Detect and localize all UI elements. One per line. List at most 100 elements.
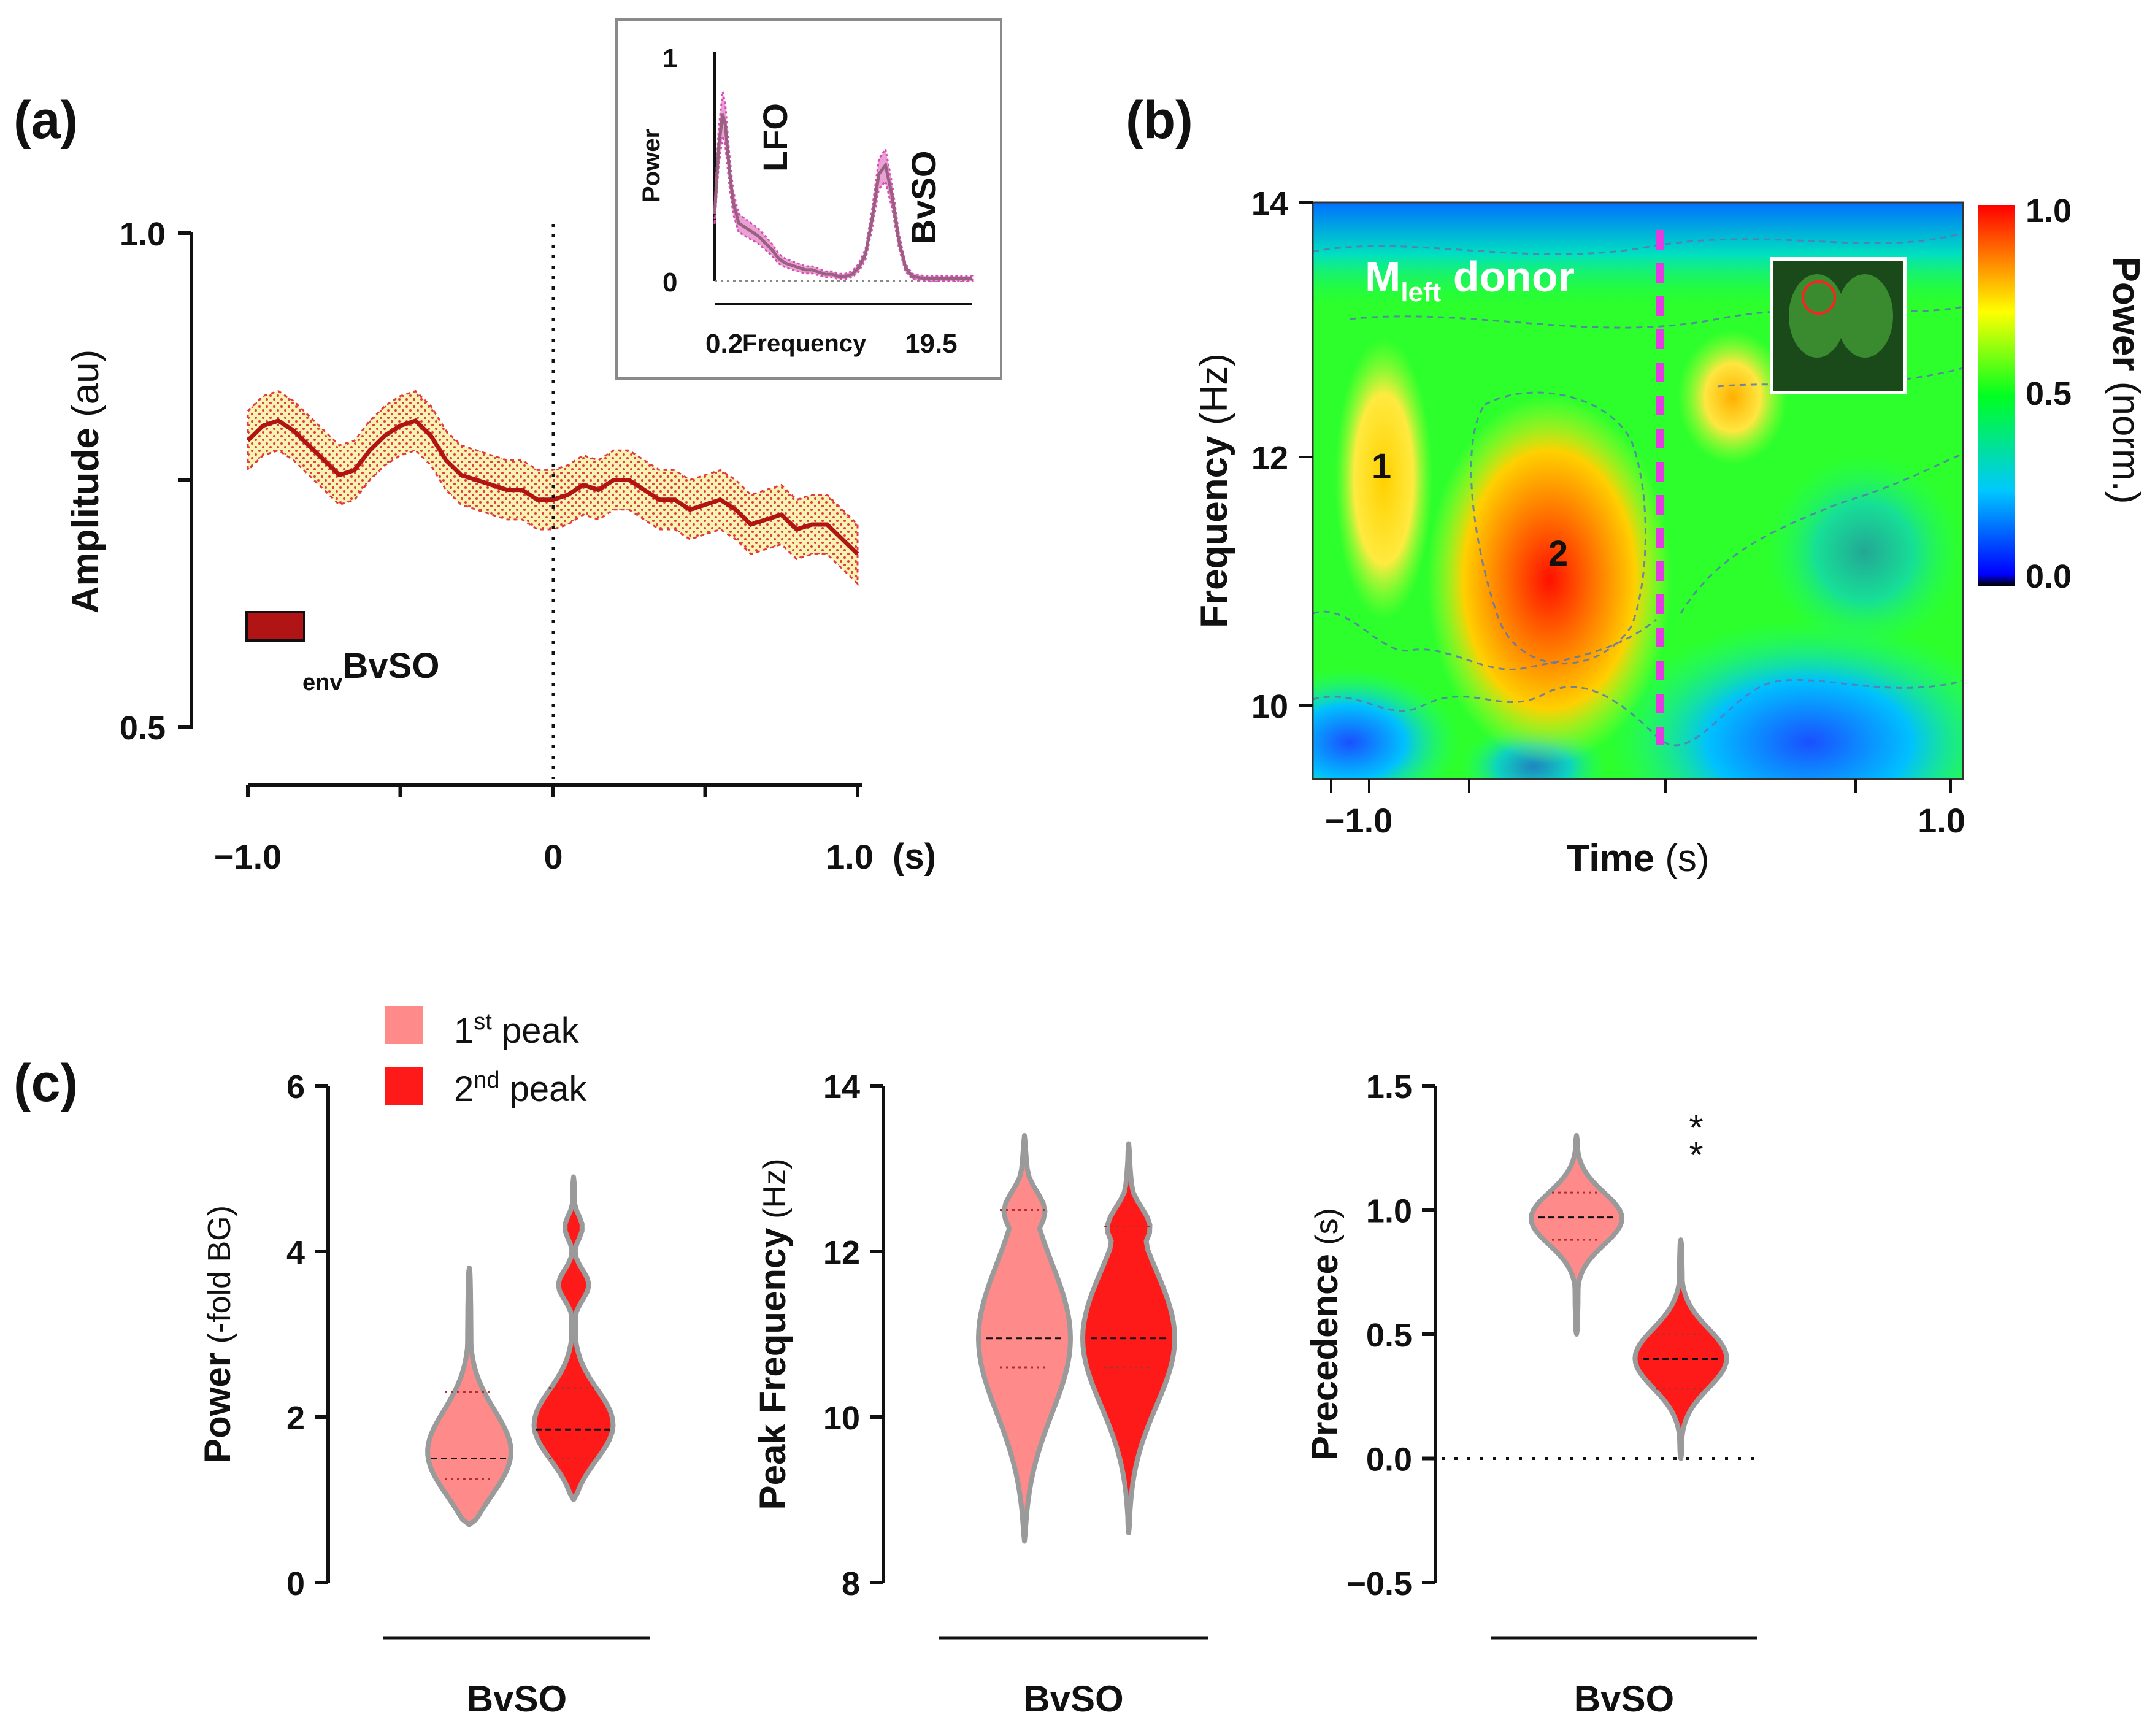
inset-y-tick-label-2: 0 bbox=[663, 267, 677, 298]
b-y-tick-label-3: 10 bbox=[1251, 688, 1288, 725]
a-x-tick-label-3: 1.0 bbox=[826, 837, 874, 876]
b-x-ticks bbox=[1330, 779, 1952, 793]
c3-y-label: Precedence (s) bbox=[1304, 1208, 1345, 1461]
inset-y-tick-label-1: 1 bbox=[663, 44, 677, 74]
c3-y-tick-label-0: 1.5 bbox=[1366, 1069, 1412, 1105]
a-x-unit: (s) bbox=[893, 837, 936, 877]
panel-b-heatmap: Mleft donor 1 2 14 12 10 −1.0 1.0 Time (… bbox=[1193, 185, 2147, 880]
c1-y-tick-label-3: 0 bbox=[286, 1565, 305, 1602]
b-x-tick-label-1: −1.0 bbox=[1325, 801, 1393, 840]
c-violin-panel-3: 1.5 1.0 0.5 0.0 −0.5 Precedence (s) BvSO ** bbox=[1304, 1069, 1757, 1719]
a-y-tick-label-1: 1.0 bbox=[120, 216, 166, 253]
b-y-tick-label-2: 12 bbox=[1251, 440, 1288, 477]
heatmap-peak-3 bbox=[1677, 329, 1788, 465]
c-legend-swatch-1 bbox=[385, 1006, 423, 1044]
c-legend-label-1: 1st peak bbox=[454, 1009, 580, 1051]
svg-text:Peak Frequency (Hz): Peak Frequency (Hz) bbox=[752, 1159, 793, 1510]
c3-y-tick-label-3: 0.0 bbox=[1366, 1442, 1412, 1478]
a-mean-line bbox=[246, 418, 859, 556]
c1-y-tick-label-1: 4 bbox=[286, 1234, 305, 1271]
a-y-tick-label-2: 0.5 bbox=[120, 710, 166, 747]
heatmap-low-right bbox=[1607, 620, 1963, 779]
c2-y-tick-label-3: 8 bbox=[842, 1565, 860, 1602]
c3-significance-2: * bbox=[1689, 1135, 1703, 1176]
inset-line bbox=[713, 113, 972, 280]
inset-band bbox=[713, 91, 974, 282]
inset-x-label: Frequency bbox=[742, 330, 867, 357]
inset-annotation-lfo: LFO bbox=[756, 103, 794, 172]
panel-label-c: (c) bbox=[13, 1054, 78, 1113]
b-x-label: Time (s) bbox=[1566, 837, 1709, 880]
heatmap-brain-roi-circle bbox=[1802, 280, 1836, 315]
svg-text:Frequency (Hz): Frequency (Hz) bbox=[1193, 353, 1235, 628]
svg-text:LFO: LFO bbox=[756, 103, 794, 172]
c-violin-panel-2: 14 12 10 8 Peak Frequency (Hz) BvSO bbox=[752, 1069, 1208, 1719]
inset-frame bbox=[615, 18, 1002, 380]
a-x-tick-label-1: −1.0 bbox=[214, 837, 282, 876]
c1-x-label: BvSO bbox=[467, 1678, 567, 1719]
c2-y-label: Peak Frequency (Hz) bbox=[752, 1159, 793, 1510]
inset-annotation-bvso: BvSO bbox=[904, 151, 943, 245]
heatmap-low-left bbox=[1313, 669, 1460, 779]
panel-label-b: (b) bbox=[1126, 91, 1193, 150]
c3-y-tick-label-1: 1.0 bbox=[1366, 1193, 1412, 1230]
a-y-label: Amplitude (au) bbox=[64, 350, 107, 614]
heatmap-frame bbox=[1312, 201, 1964, 780]
colorbar-label: Power (norm.) bbox=[2105, 256, 2147, 504]
c3-violin-2 bbox=[1632, 1237, 1729, 1461]
c2-y-tick-label-1: 12 bbox=[823, 1234, 860, 1271]
svg-text:Precedence (s): Precedence (s) bbox=[1304, 1208, 1345, 1461]
c-legend-label-2: 2nd peak bbox=[454, 1067, 587, 1109]
inset-x-tick-label-2: 19.5 bbox=[905, 329, 958, 359]
heatmap-brain-right bbox=[1837, 274, 1893, 358]
b-y-ticks bbox=[1299, 201, 1313, 707]
c1-y-tick-label-2: 2 bbox=[286, 1400, 305, 1437]
c1-y-tick-label-0: 6 bbox=[286, 1069, 305, 1105]
svg-text:Power (norm.): Power (norm.) bbox=[2105, 256, 2147, 504]
colorbar-tick-label-2: 0.5 bbox=[2026, 375, 2072, 412]
b-x-tick-label-2: 1.0 bbox=[1918, 801, 1965, 840]
colorbar-tick-label-1: 1.0 bbox=[2026, 193, 2072, 229]
c1-violin-1 bbox=[425, 1266, 513, 1527]
colorbar-tick-label-3: 0.0 bbox=[2026, 558, 2072, 595]
a-legend-swatch bbox=[245, 611, 305, 642]
heatmap-peak-label-1: 1 bbox=[1372, 447, 1391, 486]
inset-x-tick-label-1: 0.2 bbox=[705, 329, 743, 359]
c1-y-label: Power (-fold BG) bbox=[197, 1205, 238, 1463]
c3-violin-1 bbox=[1528, 1133, 1625, 1337]
svg-text:Power: Power bbox=[638, 129, 665, 202]
c3-y-tick-label-2: 0.5 bbox=[1366, 1317, 1412, 1354]
a-x-ticks bbox=[246, 785, 859, 797]
a-inset-spectrum: 1 0 Power 0.2 Frequency 19.5 LFO BvSO bbox=[615, 18, 1002, 380]
heatmap-peak-1 bbox=[1334, 338, 1433, 620]
c2-x-label: BvSO bbox=[1023, 1678, 1123, 1719]
c-legend: 1st peak 2nd peak bbox=[385, 1006, 587, 1109]
svg-text:BvSO: BvSO bbox=[904, 151, 943, 245]
inset-y-label: Power bbox=[638, 129, 665, 202]
b-y-tick-label-1: 14 bbox=[1251, 185, 1288, 222]
c3-significance: * bbox=[1689, 1107, 1703, 1148]
colorbar bbox=[1978, 205, 2015, 586]
c2-y-tick-label-0: 14 bbox=[823, 1069, 860, 1105]
heatmap-peak-2 bbox=[1426, 396, 1672, 764]
c-legend-swatch-2 bbox=[385, 1067, 423, 1105]
b-y-label: Frequency (Hz) bbox=[1193, 353, 1235, 628]
heatmap-low-right-mid bbox=[1767, 454, 1963, 650]
panel-label-a: (a) bbox=[13, 91, 78, 150]
c-violin-panel-1: 6 4 2 0 Power (-fold BG) BvSO bbox=[197, 1069, 650, 1719]
heatmap-peak-label-2: 2 bbox=[1548, 534, 1568, 574]
a-x-tick-label-2: 0 bbox=[544, 837, 563, 876]
heatmap-title: Mleft donor bbox=[1365, 253, 1575, 307]
c3-y-tick-label-4: −0.5 bbox=[1346, 1565, 1412, 1602]
c3-x-label: BvSO bbox=[1574, 1678, 1674, 1719]
c1-violin-2 bbox=[531, 1174, 616, 1502]
c2-violin-2 bbox=[1080, 1141, 1177, 1535]
c2-y-tick-label-2: 10 bbox=[823, 1400, 860, 1437]
svg-text:Power (-fold BG): Power (-fold BG) bbox=[197, 1205, 238, 1463]
c2-violin-1 bbox=[976, 1133, 1073, 1544]
a-legend-label: envBvSO bbox=[302, 646, 439, 696]
svg-text:Amplitude (au): Amplitude (au) bbox=[64, 350, 107, 614]
panel-a-chart: 1.0 0.5 −1.0 0 1.0 (s) Amplitude (au) en… bbox=[64, 216, 936, 877]
c-violin-plots: 6 4 2 0 Power (-fold BG) BvSO 14 12 10 8 Peak Freq… bbox=[197, 1069, 1757, 1719]
